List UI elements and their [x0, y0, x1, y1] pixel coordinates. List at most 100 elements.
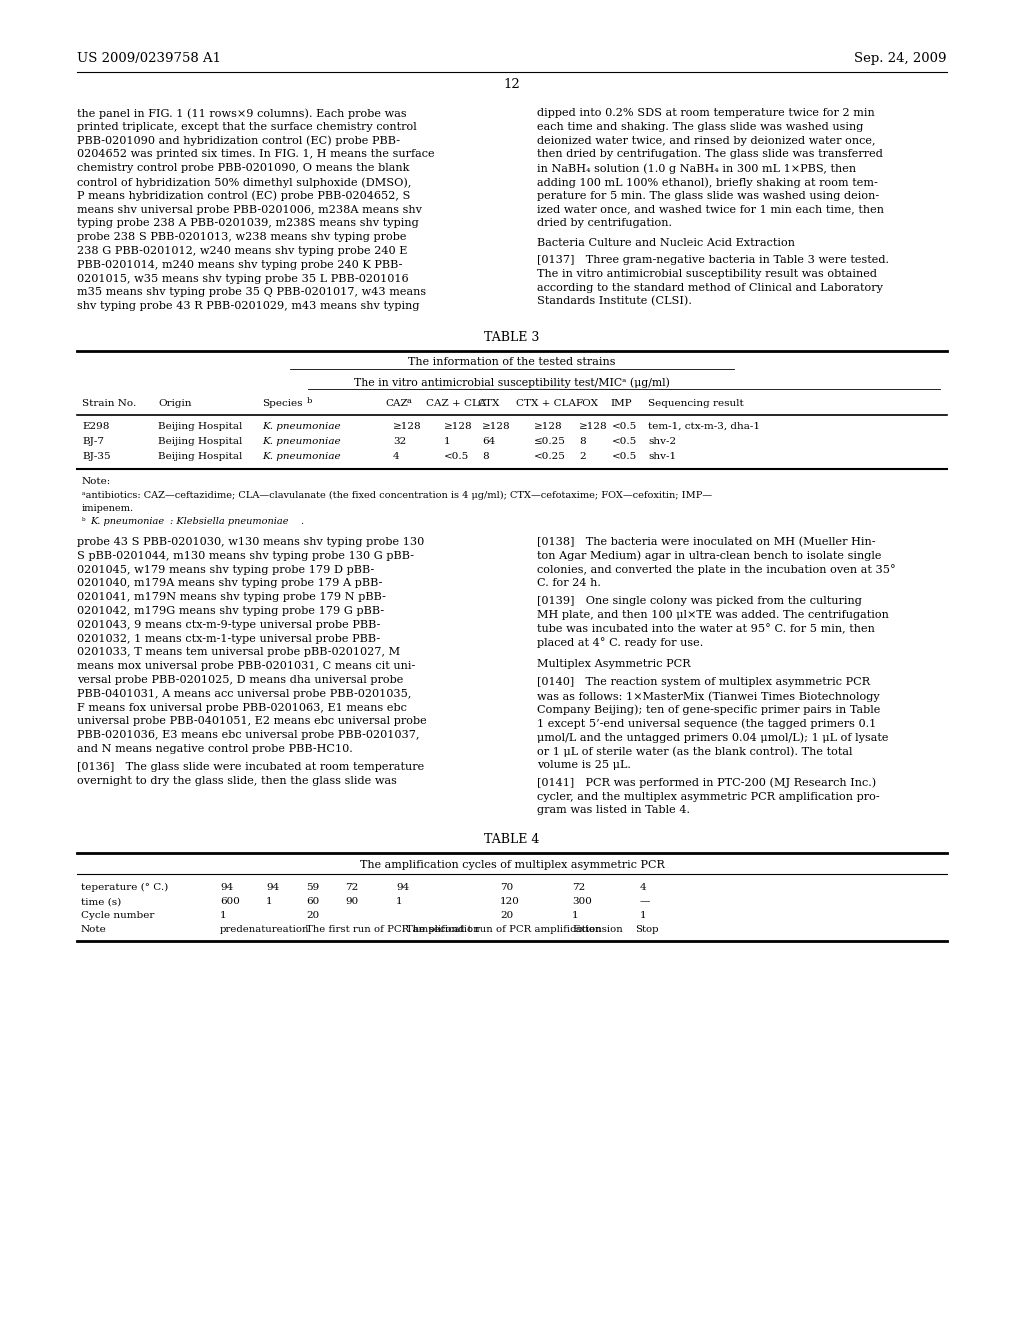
Text: dipped into 0.2% SDS at room temperature twice for 2 min: dipped into 0.2% SDS at room temperature… — [537, 108, 874, 117]
Text: 1: 1 — [266, 898, 272, 907]
Text: cycler, and the multiplex asymmetric PCR amplification pro-: cycler, and the multiplex asymmetric PCR… — [537, 792, 880, 801]
Text: 2: 2 — [579, 451, 586, 461]
Text: [0137] Three gram-negative bacteria in Table 3 were tested.: [0137] Three gram-negative bacteria in T… — [537, 255, 889, 265]
Text: and N means negative control probe PBB-HC10.: and N means negative control probe PBB-H… — [77, 744, 352, 754]
Text: 1: 1 — [572, 911, 579, 920]
Text: time (s): time (s) — [81, 898, 121, 907]
Text: The in vitro antimicrobial susceptibility result was obtained: The in vitro antimicrobial susceptibilit… — [537, 269, 877, 279]
Text: Note:: Note: — [82, 477, 112, 486]
Text: 94: 94 — [396, 883, 410, 892]
Text: each time and shaking. The glass slide was washed using: each time and shaking. The glass slide w… — [537, 121, 863, 132]
Text: 12: 12 — [504, 78, 520, 91]
Text: volume is 25 μL.: volume is 25 μL. — [537, 760, 631, 770]
Text: means shv universal probe PBB-0201006, m238A means shv: means shv universal probe PBB-0201006, m… — [77, 205, 422, 215]
Text: Standards Institute (CLSI).: Standards Institute (CLSI). — [537, 297, 692, 306]
Text: K. pneumoniae: K. pneumoniae — [262, 437, 341, 446]
Text: versal probe PBB-0201025, D means dha universal probe: versal probe PBB-0201025, D means dha un… — [77, 675, 403, 685]
Text: C. for 24 h.: C. for 24 h. — [537, 578, 601, 589]
Text: 20: 20 — [500, 911, 513, 920]
Text: The in vitro antimicrobial susceptibility test/MICᵃ (μg/ml): The in vitro antimicrobial susceptibilit… — [354, 378, 670, 388]
Text: : Klebsiella pneumoniae: : Klebsiella pneumoniae — [170, 517, 289, 525]
Text: 0201040, m179A means shv typing probe 179 A pBB-: 0201040, m179A means shv typing probe 17… — [77, 578, 382, 589]
Text: universal probe PBB-0401051, E2 means ebc universal probe: universal probe PBB-0401051, E2 means eb… — [77, 717, 427, 726]
Text: m35 means shv typing probe 35 Q PBB-0201017, w43 means: m35 means shv typing probe 35 Q PBB-0201… — [77, 288, 426, 297]
Text: tube was incubated into the water at 95° C. for 5 min, then: tube was incubated into the water at 95°… — [537, 624, 874, 635]
Text: [0141] PCR was performed in PTC-200 (MJ Research Inc.): [0141] PCR was performed in PTC-200 (MJ … — [537, 777, 877, 788]
Text: ≤0.25: ≤0.25 — [534, 437, 566, 446]
Text: E298: E298 — [82, 422, 110, 432]
Text: Stop: Stop — [635, 925, 658, 935]
Text: chemistry control probe PBB-0201090, O means the blank: chemistry control probe PBB-0201090, O m… — [77, 164, 410, 173]
Text: then dried by centrifugation. The glass slide was transferred: then dried by centrifugation. The glass … — [537, 149, 883, 160]
Text: Sep. 24, 2009: Sep. 24, 2009 — [854, 51, 947, 65]
Text: ized water once, and washed twice for 1 min each time, then: ized water once, and washed twice for 1 … — [537, 205, 884, 215]
Text: [0139] One single colony was picked from the culturing: [0139] One single colony was picked from… — [537, 597, 862, 606]
Text: 0201043, 9 means ctx-m-9-type universal probe PBB-: 0201043, 9 means ctx-m-9-type universal … — [77, 620, 380, 630]
Text: 94: 94 — [266, 883, 280, 892]
Text: CTX + CLA: CTX + CLA — [516, 399, 575, 408]
Text: overnight to dry the glass slide, then the glass slide was: overnight to dry the glass slide, then t… — [77, 776, 397, 785]
Text: ᵇ: ᵇ — [82, 517, 86, 525]
Text: 70: 70 — [500, 883, 513, 892]
Text: <0.5: <0.5 — [612, 422, 637, 432]
Text: a: a — [407, 397, 412, 405]
Text: BJ-7: BJ-7 — [82, 437, 104, 446]
Text: CAZ: CAZ — [385, 399, 408, 408]
Text: 300: 300 — [572, 898, 592, 907]
Text: CAZ + CLA: CAZ + CLA — [426, 399, 486, 408]
Text: Species: Species — [262, 399, 302, 408]
Text: typing probe 238 A PBB-0201039, m238S means shv typing: typing probe 238 A PBB-0201039, m238S me… — [77, 218, 419, 228]
Text: 1 except 5’-end universal sequence (the tagged primers 0.1: 1 except 5’-end universal sequence (the … — [537, 718, 877, 729]
Text: 64: 64 — [482, 437, 496, 446]
Text: 0204652 was printed six times. In FIG. 1, H means the surface: 0204652 was printed six times. In FIG. 1… — [77, 149, 434, 160]
Text: 0201032, 1 means ctx-m-1-type universal probe PBB-: 0201032, 1 means ctx-m-1-type universal … — [77, 634, 380, 644]
Text: 59: 59 — [306, 883, 319, 892]
Text: colonies, and converted the plate in the incubation oven at 35°: colonies, and converted the plate in the… — [537, 565, 896, 576]
Text: printed triplicate, except that the surface chemistry control: printed triplicate, except that the surf… — [77, 121, 417, 132]
Text: 1: 1 — [640, 911, 646, 920]
Text: Beijing Hospital: Beijing Hospital — [158, 437, 243, 446]
Text: [0136] The glass slide were incubated at room temperature: [0136] The glass slide were incubated at… — [77, 762, 424, 772]
Text: [0140] The reaction system of multiplex asymmetric PCR: [0140] The reaction system of multiplex … — [537, 677, 870, 688]
Text: control of hybridization 50% dimethyl sulphoxide (DMSO),: control of hybridization 50% dimethyl su… — [77, 177, 412, 187]
Text: —: — — [640, 898, 650, 907]
Text: Origin: Origin — [158, 399, 191, 408]
Text: placed at 4° C. ready for use.: placed at 4° C. ready for use. — [537, 638, 703, 648]
Text: 0201041, m179N means shv typing probe 179 N pBB-: 0201041, m179N means shv typing probe 17… — [77, 593, 386, 602]
Text: ᵃantibiotics: CAZ—ceftazidime; CLA—clavulanate (the fixed concentration is 4 μg/: ᵃantibiotics: CAZ—ceftazidime; CLA—clavu… — [82, 491, 712, 500]
Text: adding 100 mL 100% ethanol), briefly shaking at room tem-: adding 100 mL 100% ethanol), briefly sha… — [537, 177, 878, 187]
Text: CTX: CTX — [477, 399, 500, 408]
Text: ton Agar Medium) agar in ultra-clean bench to isolate single: ton Agar Medium) agar in ultra-clean ben… — [537, 550, 882, 561]
Text: μmol/L and the untagged primers 0.04 μmol/L); 1 μL of lysate: μmol/L and the untagged primers 0.04 μmo… — [537, 733, 889, 743]
Text: The information of the tested strains: The information of the tested strains — [409, 356, 615, 367]
Text: Multiplex Asymmetric PCR: Multiplex Asymmetric PCR — [537, 660, 690, 669]
Text: in NaBH₄ solution (1.0 g NaBH₄ in 300 mL 1×PBS, then: in NaBH₄ solution (1.0 g NaBH₄ in 300 mL… — [537, 164, 856, 174]
Text: probe 238 S PBB-0201013, w238 means shv typing probe: probe 238 S PBB-0201013, w238 means shv … — [77, 232, 407, 242]
Text: S pBB-0201044, m130 means shv typing probe 130 G pBB-: S pBB-0201044, m130 means shv typing pro… — [77, 550, 414, 561]
Text: PBB-0201090 and hybridization control (EC) probe PBB-: PBB-0201090 and hybridization control (E… — [77, 136, 400, 147]
Text: dried by centrifugation.: dried by centrifugation. — [537, 218, 672, 228]
Text: 1: 1 — [444, 437, 451, 446]
Text: 0201033, T means tem universal probe pBB-0201027, M: 0201033, T means tem universal probe pBB… — [77, 647, 400, 657]
Text: K. pneumoniae: K. pneumoniae — [90, 517, 164, 525]
Text: IMP: IMP — [610, 399, 632, 408]
Text: 120: 120 — [500, 898, 520, 907]
Text: 0201042, m179G means shv typing probe 179 G pBB-: 0201042, m179G means shv typing probe 17… — [77, 606, 384, 616]
Text: <0.25: <0.25 — [534, 451, 566, 461]
Text: <0.5: <0.5 — [612, 451, 637, 461]
Text: ≥128: ≥128 — [444, 422, 473, 432]
Text: 1: 1 — [220, 911, 226, 920]
Text: ≥128: ≥128 — [393, 422, 422, 432]
Text: 8: 8 — [482, 451, 488, 461]
Text: 0201045, w179 means shv typing probe 179 D pBB-: 0201045, w179 means shv typing probe 179… — [77, 565, 374, 574]
Text: according to the standard method of Clinical and Laboratory: according to the standard method of Clin… — [537, 282, 883, 293]
Text: 72: 72 — [345, 883, 358, 892]
Text: shv typing probe 43 R PBB-0201029, m43 means shv typing: shv typing probe 43 R PBB-0201029, m43 m… — [77, 301, 420, 312]
Text: The second t run of PCR amplification: The second t run of PCR amplification — [406, 925, 602, 935]
Text: The amplification cycles of multiplex asymmetric PCR: The amplification cycles of multiplex as… — [359, 861, 665, 870]
Text: 1: 1 — [396, 898, 402, 907]
Text: 238 G PBB-0201012, w240 means shv typing probe 240 E: 238 G PBB-0201012, w240 means shv typing… — [77, 246, 408, 256]
Text: K. pneumoniae: K. pneumoniae — [262, 422, 341, 432]
Text: 32: 32 — [393, 437, 407, 446]
Text: 8: 8 — [579, 437, 586, 446]
